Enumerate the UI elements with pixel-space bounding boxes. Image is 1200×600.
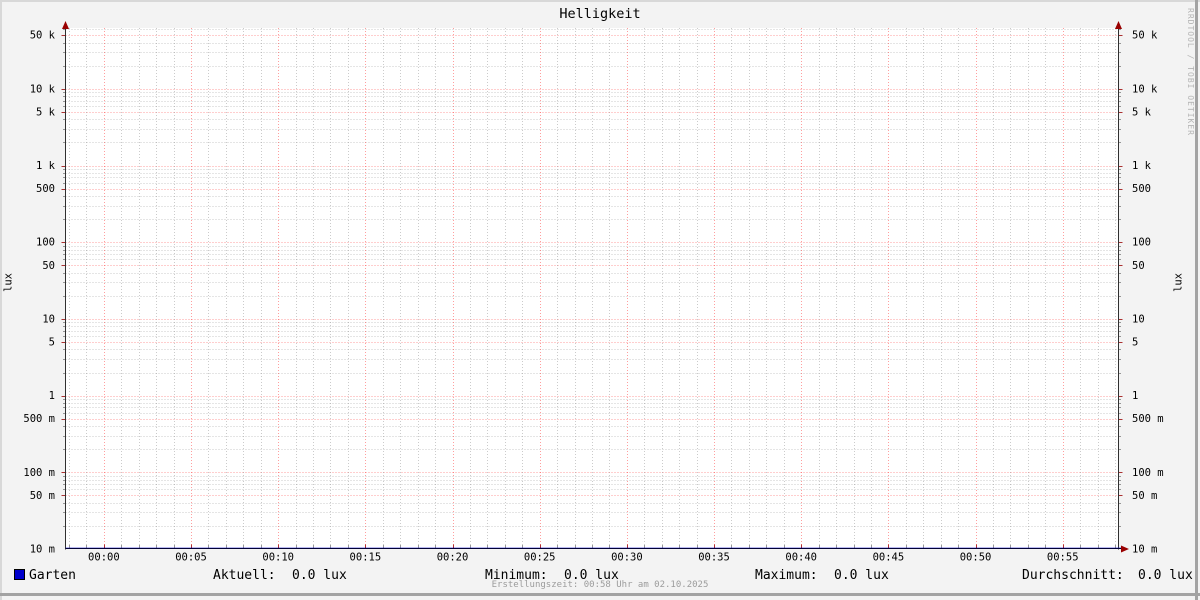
plot-area: 10 m 10 m 50 m 50 m 100 m 100 m 500 m 500 m 1 1 5 5… xyxy=(23,21,1164,564)
plot-canvas xyxy=(65,28,1119,549)
y-tick-label-right: 500 xyxy=(1132,183,1151,195)
y-tick-label-right: 50 k xyxy=(1132,30,1158,42)
y-tick-label-right: 5 k xyxy=(1132,106,1152,118)
y-tick-label-right: 500 m xyxy=(1132,413,1164,425)
y-tick-label-left: 1 k xyxy=(36,160,56,172)
y-tick-label-left: 10 xyxy=(42,313,55,325)
chart-title: Helligkeit xyxy=(559,6,641,22)
y-tick-label-right: 50 m xyxy=(1132,490,1157,502)
y-tick-label-left: 50 m xyxy=(30,490,55,502)
y-tick-label-left: 50 k xyxy=(30,30,56,42)
stat-value-minimum: 0.0 lux xyxy=(564,568,619,583)
x-tick-label: 00:25 xyxy=(524,552,556,564)
y-tick-label-left: 5 k xyxy=(36,106,56,118)
y-tick-label-right: 5 xyxy=(1132,336,1138,348)
y-tick-label-right: 50 xyxy=(1132,260,1145,272)
x-tick-label: 00:30 xyxy=(611,552,643,564)
y-tick-label-right: 100 xyxy=(1132,237,1151,249)
y-tick-label-left: 100 xyxy=(36,237,55,249)
y-tick-label-left: 10 k xyxy=(30,83,56,95)
stat-label-durchschnitt: Durchschnitt: xyxy=(1022,568,1124,583)
creation-timestamp: Erstellungszeit: 00:58 Uhr am 02.10.2025 xyxy=(491,580,709,590)
bevel-border-left xyxy=(0,0,2,600)
x-tick-label: 00:50 xyxy=(960,552,992,564)
x-tick-label: 00:05 xyxy=(175,552,207,564)
y-tick-label-left: 100 m xyxy=(23,467,55,479)
y-tick-label-right: 10 xyxy=(1132,313,1145,325)
x-tick-label: 00:35 xyxy=(698,552,730,564)
y-tick-label-right: 10 m xyxy=(1132,544,1157,556)
x-tick-label: 00:55 xyxy=(1047,552,1079,564)
y-tick-label-right: 1 k xyxy=(1132,160,1152,172)
series-color-swatch xyxy=(14,569,25,580)
bevel-border-right xyxy=(1195,0,1198,600)
stat-label-minimum: Minimum: xyxy=(485,568,548,583)
y-tick-label-left: 50 xyxy=(42,260,55,272)
series-label: Garten xyxy=(29,568,76,583)
x-tick-label: 00:40 xyxy=(785,552,817,564)
stat-label-maximum: Maximum: xyxy=(755,568,818,583)
y-axis-arrow-left xyxy=(62,21,69,29)
y-tick-label-left: 10 m xyxy=(30,544,55,556)
bevel-border-bottom xyxy=(0,593,1200,596)
x-axis-arrow xyxy=(1121,545,1129,553)
y-tick-label-left: 500 xyxy=(36,183,55,195)
x-tick-label: 00:45 xyxy=(873,552,905,564)
y-tick-label-left: 1 xyxy=(49,390,55,402)
x-tick-label: 00:10 xyxy=(262,552,294,564)
x-tick-label: 00:15 xyxy=(350,552,382,564)
stat-value-durchschnitt: 0.0 lux xyxy=(1138,568,1193,583)
y-tick-label-left: 5 xyxy=(49,336,55,348)
y-tick-label-right: 100 m xyxy=(1132,467,1164,479)
stat-value-aktuell: 0.0 lux xyxy=(292,568,347,583)
bevel-border-top xyxy=(0,0,1200,2)
y-axis-arrow-right xyxy=(1115,21,1122,29)
x-tick-label: 00:20 xyxy=(437,552,469,564)
y-tick-label-right: 10 k xyxy=(1132,83,1158,95)
stat-value-maximum: 0.0 lux xyxy=(834,568,889,583)
y-tick-label-left: 500 m xyxy=(23,413,55,425)
x-tick-label: 00:00 xyxy=(88,552,120,564)
y-tick-label-right: 1 xyxy=(1132,390,1138,402)
stat-label-aktuell: Aktuell: xyxy=(213,568,276,583)
